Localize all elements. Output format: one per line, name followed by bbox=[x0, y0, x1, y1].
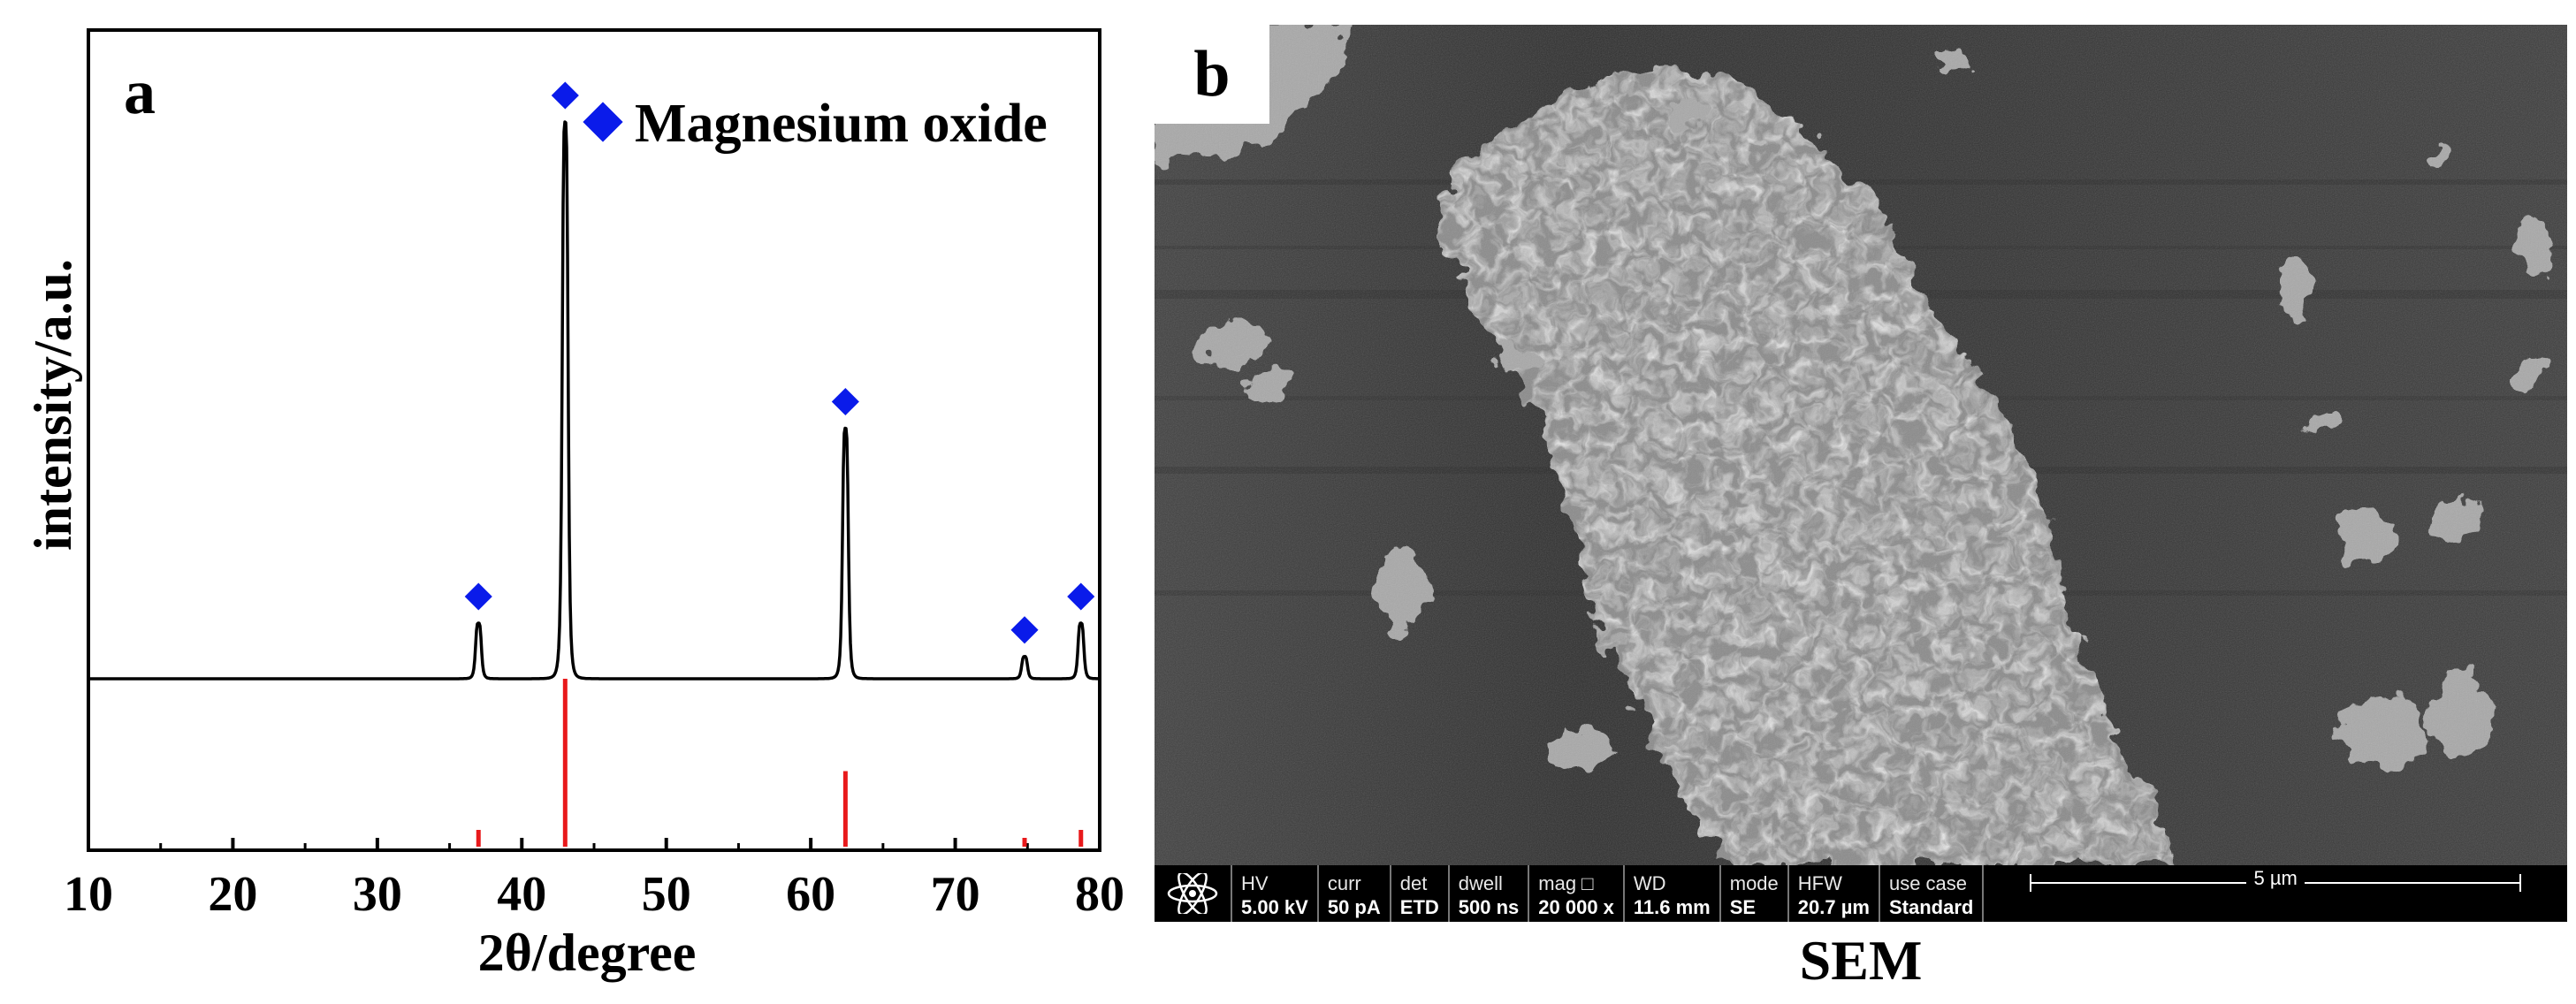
x-axis-label: 2θ/degree bbox=[478, 924, 697, 982]
peak-marker-4 bbox=[1067, 582, 1095, 611]
x-axis-ticks: 10 20 30 40 50 60 70 80 bbox=[64, 838, 1124, 922]
xrd-chart: 10 20 30 40 50 60 70 80 a Magnesium oxide inten… bbox=[24, 28, 1124, 982]
sem-panel: b HV 5.00 kV curr 50 pA det ETD dwell 50… bbox=[1155, 25, 2567, 922]
info-mag: mag □ 20 000 x bbox=[1529, 865, 1625, 922]
peak-marker-3 bbox=[1010, 616, 1039, 644]
atom-icon bbox=[1155, 865, 1232, 922]
info-hv: HV 5.00 kV bbox=[1232, 865, 1319, 922]
xrd-panel: 10 20 30 40 50 60 70 80 a Magnesium oxide inten… bbox=[0, 0, 1149, 1000]
peak-marker-1 bbox=[551, 81, 579, 110]
legend-label: Magnesium oxide bbox=[635, 94, 1048, 154]
x-tick-label-1: 20 bbox=[208, 867, 257, 922]
y-axis-label: intensity/a.u. bbox=[24, 259, 82, 551]
info-curr: curr 50 pA bbox=[1319, 865, 1391, 922]
info-use-case: use case Standard bbox=[1880, 865, 1985, 922]
x-tick-label-3: 40 bbox=[497, 867, 546, 922]
reference-lines bbox=[476, 679, 1084, 847]
info-dwell: dwell 500 ns bbox=[1450, 865, 1530, 922]
info-wd: WD 11.6 mm bbox=[1625, 865, 1721, 922]
info-hfw: HFW 20.7 µm bbox=[1789, 865, 1880, 922]
x-tick-label-2: 30 bbox=[353, 867, 402, 922]
x-tick-label-0: 10 bbox=[64, 867, 113, 922]
peak-marker-2 bbox=[831, 387, 859, 416]
sem-noise bbox=[1155, 25, 2567, 865]
x-tick-label-4: 50 bbox=[642, 867, 691, 922]
scale-bar-label: 5 µm bbox=[2246, 867, 2305, 889]
panel-letter-a: a bbox=[124, 57, 156, 127]
peak-marker-0 bbox=[464, 582, 492, 611]
scale-bar: 5 µm bbox=[1984, 865, 2567, 922]
x-tick-label-7: 80 bbox=[1075, 867, 1124, 922]
info-det: det ETD bbox=[1391, 865, 1450, 922]
legend-diamond-icon bbox=[583, 102, 623, 142]
x-tick-label-6: 70 bbox=[931, 867, 980, 922]
x-tick-label-5: 60 bbox=[786, 867, 835, 922]
sem-micrograph bbox=[1155, 25, 2567, 865]
sem-caption: SEM bbox=[1799, 929, 1923, 992]
info-mode: mode SE bbox=[1721, 865, 1789, 922]
sem-info-bar: HV 5.00 kV curr 50 pA det ETD dwell 500 … bbox=[1155, 865, 2567, 922]
xrd-pattern-line bbox=[88, 120, 1101, 681]
panel-letter-b: b bbox=[1155, 25, 1269, 124]
